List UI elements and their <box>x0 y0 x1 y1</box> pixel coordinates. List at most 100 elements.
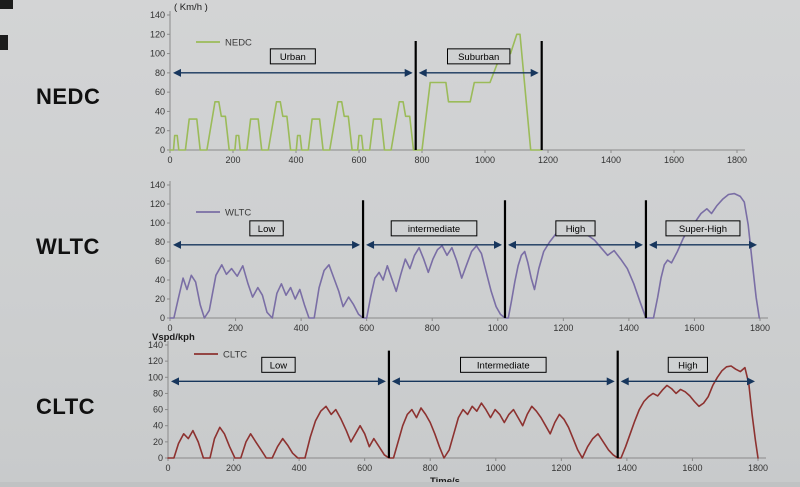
legend-label: NEDC <box>225 38 252 49</box>
y-tick-label: 140 <box>148 340 163 350</box>
arrowhead-left-icon <box>391 377 400 386</box>
bottom-strip <box>0 482 800 487</box>
phase-label-box <box>665 220 741 237</box>
arrowhead-left-icon <box>173 68 181 77</box>
y-tick-label: 40 <box>153 421 163 431</box>
y-tick-label: 100 <box>150 218 165 228</box>
phase-label: Intermediate <box>477 360 530 371</box>
y-tick-label: 20 <box>155 294 165 304</box>
y-tick-label: 60 <box>153 405 163 415</box>
y-tick-label: 120 <box>150 29 165 39</box>
x-tick-label: 400 <box>294 323 309 333</box>
arrowhead-left-icon <box>418 68 427 77</box>
phase-label: Super-High <box>679 224 727 235</box>
phase-label-box <box>447 48 511 65</box>
speed-trace <box>169 33 543 151</box>
speed-trace <box>167 365 759 459</box>
arrowhead-left-icon <box>366 240 375 249</box>
phase-label-box <box>555 220 596 237</box>
legend-label: WLTC <box>225 208 251 219</box>
legend: NEDC <box>196 38 252 49</box>
arrowhead-right-icon <box>747 377 755 386</box>
phase-label-box <box>249 220 284 237</box>
x-tick-label: 1400 <box>601 155 621 165</box>
x-tick-label: 0 <box>165 463 170 473</box>
y-tick-label: 40 <box>155 275 165 285</box>
arrowhead-right-icon <box>749 240 757 249</box>
arrowhead-right-icon <box>404 68 413 77</box>
phase-label: intermediate <box>408 224 460 235</box>
y-tick-label: 140 <box>150 10 165 20</box>
phase-label: High <box>678 360 698 371</box>
phase-label: Suburban <box>458 52 499 63</box>
x-tick-label: 400 <box>292 463 307 473</box>
x-tick-label: 1600 <box>684 323 704 333</box>
phase-label-box <box>390 220 478 237</box>
y-tick-label: 100 <box>148 372 163 382</box>
y-tick-label: 100 <box>150 49 165 59</box>
x-axis-title: Time/s <box>430 476 460 487</box>
y-axis-title: ( Km/h ) <box>174 2 208 13</box>
x-tick-label: 600 <box>359 323 374 333</box>
legend: WLTC <box>196 208 251 219</box>
arrowhead-right-icon <box>606 377 615 386</box>
x-tick-label: 200 <box>225 155 240 165</box>
x-tick-label: 1800 <box>750 323 770 333</box>
corner-mark <box>0 0 13 9</box>
phase-label: Low <box>258 224 276 235</box>
x-tick-label: 1000 <box>488 323 508 333</box>
phase-annotation: Urban <box>173 48 413 77</box>
arrowhead-left-icon <box>620 377 629 386</box>
y-tick-label: 20 <box>155 126 165 136</box>
arrowhead-right-icon <box>634 240 643 249</box>
legend: CLTC <box>194 350 247 361</box>
x-tick-label: 1200 <box>551 463 571 473</box>
y-tick-label: 120 <box>150 199 165 209</box>
x-tick-label: 600 <box>351 155 366 165</box>
x-tick-label: 1800 <box>727 155 747 165</box>
phase-annotation: Intermediate <box>391 356 615 386</box>
y-tick-label: 80 <box>155 68 165 78</box>
x-tick-label: 1400 <box>617 463 637 473</box>
arrowhead-left-icon <box>648 240 657 249</box>
x-tick-label: 200 <box>226 463 241 473</box>
corner-mark <box>0 35 8 50</box>
arrowhead-right-icon <box>352 240 361 249</box>
x-tick-label: 400 <box>288 155 303 165</box>
y-tick-label: 80 <box>155 237 165 247</box>
x-tick-label: 1200 <box>553 323 573 333</box>
legend-label: CLTC <box>223 350 247 361</box>
y-tick-label: 40 <box>155 106 165 116</box>
phase-label: High <box>566 224 586 235</box>
cycle-title-nedc: NEDC <box>36 84 101 109</box>
speed-trace <box>169 192 761 319</box>
arrowhead-left-icon <box>507 240 516 249</box>
x-tick-label: 1000 <box>475 155 495 165</box>
x-tick-label: 0 <box>167 155 172 165</box>
y-tick-label: 0 <box>160 313 165 323</box>
phase-annotation: Suburban <box>418 48 539 77</box>
cycle-title-wltc: WLTC <box>36 234 100 259</box>
phase-label: Urban <box>280 52 306 63</box>
phase-label: Low <box>270 360 288 371</box>
x-tick-label: 800 <box>425 323 440 333</box>
arrowhead-right-icon <box>377 377 386 386</box>
y-tick-label: 120 <box>148 356 163 366</box>
x-tick-label: 1400 <box>619 323 639 333</box>
x-tick-label: 1800 <box>748 463 768 473</box>
y-tick-label: 140 <box>150 180 165 190</box>
y-tick-label: 80 <box>153 388 163 398</box>
arrowhead-left-icon <box>173 240 181 249</box>
arrowhead-right-icon <box>493 240 502 249</box>
phase-label-box <box>460 356 547 373</box>
phase-label-box <box>269 48 316 65</box>
cycle-title-cltc: CLTC <box>36 394 96 419</box>
phase-label-box <box>261 356 296 373</box>
x-tick-label: 1200 <box>538 155 558 165</box>
y-tick-label: 60 <box>155 256 165 266</box>
